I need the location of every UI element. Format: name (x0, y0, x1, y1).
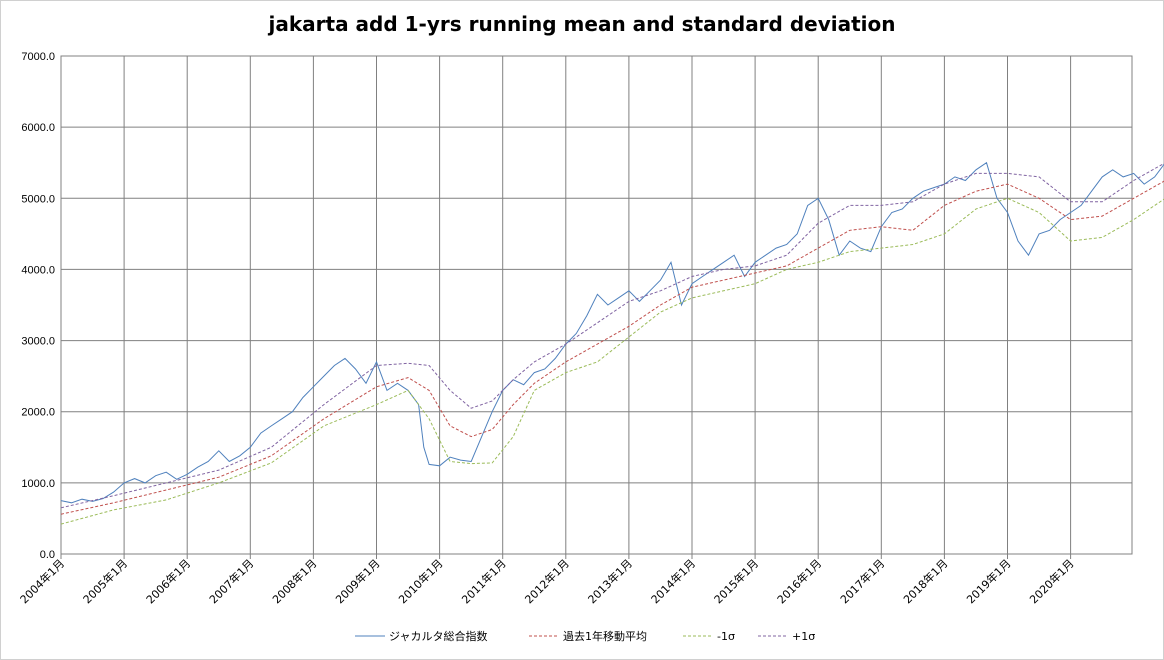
y-tick-label: 5000.0 (21, 193, 55, 205)
x-tick-label: 2020年1月 (1027, 556, 1077, 606)
legend-label-3: -1σ (717, 630, 735, 643)
y-tick-label: 0.0 (40, 549, 55, 561)
legend: ジャカルタ総合指数 過去1年移動平均 -1σ +1σ (355, 629, 815, 643)
x-tick-label: 2014年1月 (648, 556, 698, 606)
plot-area-border (60, 55, 1133, 555)
series-line-4 (60, 162, 1164, 509)
x-tick-label: 2012年1月 (522, 556, 572, 606)
x-tick-label: 2015年1月 (711, 556, 761, 606)
series-lines (60, 161, 1164, 525)
series-line-2 (60, 180, 1164, 515)
x-tick-label: 2011年1月 (459, 556, 509, 606)
x-tick-label: 2017年1月 (837, 556, 887, 606)
y-tick-label: 4000.0 (21, 264, 55, 276)
x-tick-label: 2006年1月 (143, 556, 193, 606)
x-tick-label: 2019年1月 (963, 556, 1013, 606)
x-tick-label: 2013年1月 (585, 556, 635, 606)
legend-label-1: ジャカルタ総合指数 (389, 629, 487, 643)
legend-label-2: 過去1年移動平均 (563, 629, 647, 643)
series-line-1 (60, 161, 1164, 504)
y-tick-label: 7000.0 (21, 51, 55, 63)
grid (60, 55, 1133, 555)
x-tick-label: 2009年1月 (332, 556, 382, 606)
y-tick-label: 2000.0 (21, 407, 55, 419)
x-tick-label: 2008年1月 (269, 556, 319, 606)
y-tick-label: 1000.0 (21, 478, 55, 490)
x-tick-label: 2005年1月 (80, 556, 130, 606)
chart-title: jakarta add 1-yrs running mean and stand… (268, 12, 896, 36)
x-tick-label: 2016年1月 (774, 556, 824, 606)
x-tick-label: 2007年1月 (206, 556, 256, 606)
axes: 0.0 1000.0 2000.0 3000.0 4000.0 5000.0 6000.0 7… (17, 51, 1077, 606)
x-tick-label: 2010年1月 (396, 556, 446, 606)
y-tick-label: 6000.0 (21, 122, 55, 134)
x-tick-label: 2018年1月 (900, 556, 950, 606)
legend-label-4: +1σ (792, 630, 815, 643)
series-line-3 (60, 197, 1164, 525)
y-tick-label: 3000.0 (21, 336, 55, 348)
x-tick-label: 2004年1月 (17, 556, 67, 606)
